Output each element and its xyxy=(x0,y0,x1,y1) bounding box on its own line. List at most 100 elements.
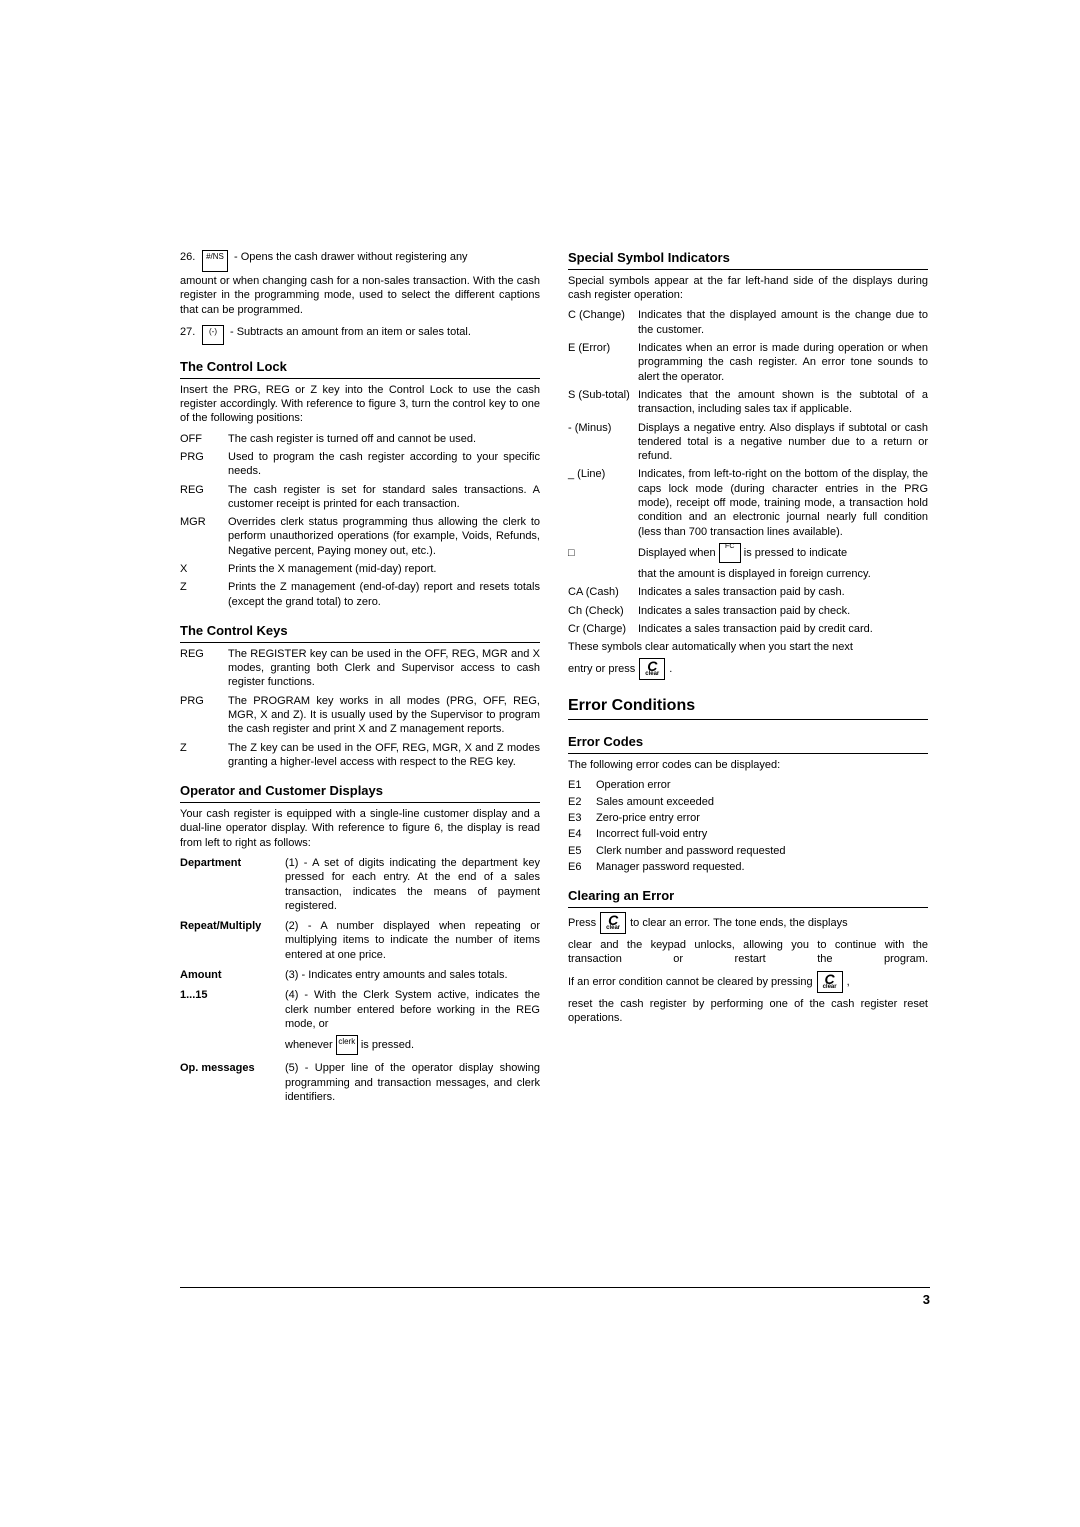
heading-clearing: Clearing an Error xyxy=(568,888,928,908)
key-fc: FC xyxy=(719,543,741,563)
heading-control-lock: The Control Lock xyxy=(180,359,540,379)
disp-term: Department xyxy=(180,856,285,913)
sym-term: E (Error) xyxy=(568,341,638,384)
sym-term: CA (Cash) xyxy=(568,585,638,599)
item-26-cont: amount or when changing cash for a non-s… xyxy=(180,274,540,317)
item-26: 26. #/NS - Opens the cash drawer without… xyxy=(180,250,540,272)
symbols-intro: Special symbols appear at the far left-h… xyxy=(568,274,928,303)
ckey-row: REGThe REGISTER key can be used in the O… xyxy=(180,647,540,690)
lock-term: MGR xyxy=(180,515,228,558)
heading-displays: Operator and Customer Displays xyxy=(180,783,540,803)
disp-row: Department(1) - A set of digits indicati… xyxy=(180,856,540,913)
key-c: Cclear xyxy=(639,658,665,680)
ckey-def: The Z key can be used in the OFF, REG, M… xyxy=(228,741,540,770)
sym-def: Displays a negative entry. Also displays… xyxy=(638,421,928,464)
ckey-term: REG xyxy=(180,647,228,690)
symbols-outro-2: entry or press Cclear . xyxy=(568,658,928,680)
disp-term: Repeat/Multiply xyxy=(180,919,285,962)
outro-mid: entry or press xyxy=(568,662,635,676)
item-26-lead: - Opens the cash drawer without register… xyxy=(234,250,540,264)
sym-def: Indicates when an error is made during o… xyxy=(638,341,928,384)
sym-term: Ch (Check) xyxy=(568,604,638,618)
sym-term: - (Minus) xyxy=(568,421,638,464)
errcode-row: E2Sales amount exceeded xyxy=(568,795,928,809)
errcode: E1 xyxy=(568,778,596,792)
displays-intro: Your cash register is equipped with a si… xyxy=(180,807,540,850)
errdef: Zero-price entry error xyxy=(596,811,700,825)
right-column: Special Symbol Indicators Special symbol… xyxy=(568,250,928,1110)
lock-def: Prints the Z management (end-of-day) rep… xyxy=(228,580,540,609)
lock-def: Overrides clerk status programming thus … xyxy=(228,515,540,558)
disp-row: Op. messages(5) - Upper line of the oper… xyxy=(180,1061,540,1104)
errcode: E6 xyxy=(568,860,596,874)
page-content: 26. #/NS - Opens the cash drawer without… xyxy=(180,250,930,1110)
lock-term: OFF xyxy=(180,432,228,446)
lock-row: OFFThe cash register is turned off and c… xyxy=(180,432,540,446)
sym-row: S (Sub-total)Indicates that the amount s… xyxy=(568,388,928,417)
errcode: E2 xyxy=(568,795,596,809)
p3-post: , xyxy=(847,975,850,989)
fc-line2: that the amount is displayed in foreign … xyxy=(638,567,928,581)
lock-term: PRG xyxy=(180,450,228,479)
outro-post: . xyxy=(669,662,672,676)
lock-def: Prints the X management (mid-day) report… xyxy=(228,562,540,576)
disp-def: (2) - A number displayed when repeating … xyxy=(285,919,540,962)
sym-row: Cr (Charge)Indicates a sales transaction… xyxy=(568,622,928,636)
disp-term: Op. messages xyxy=(180,1061,285,1104)
control-lock-intro: Insert the PRG, REG or Z key into the Co… xyxy=(180,383,540,426)
sym-term: C (Change) xyxy=(568,308,638,337)
errcode-row: E5Clerk number and password requested xyxy=(568,844,928,858)
fc-post: is pressed to indicate xyxy=(744,547,847,559)
sym-row: - (Minus)Displays a negative entry. Also… xyxy=(568,421,928,464)
item-number: 26. xyxy=(180,250,202,264)
p1-pre: Press xyxy=(568,916,596,930)
key-c: Cclear xyxy=(817,971,843,993)
ckey-row: PRGThe PROGRAM key works in all modes (P… xyxy=(180,694,540,737)
sym-row: C (Change)Indicates that the displayed a… xyxy=(568,308,928,337)
sym-row: _ (Line)Indicates, from left-to-right on… xyxy=(568,467,928,538)
clearing-p1: Press Cclear to clear an error. The tone… xyxy=(568,912,928,934)
sym-def: Indicates a sales transaction paid by ch… xyxy=(638,604,928,618)
key-minus: (-) xyxy=(202,325,224,345)
clearing-p4: reset the cash register by performing on… xyxy=(568,997,928,1026)
disp-def-text: (4) - With the Clerk System active, indi… xyxy=(285,989,540,1030)
disp-def: (1) - A set of digits indicating the dep… xyxy=(285,856,540,913)
disp-row: Repeat/Multiply(2) - A number displayed … xyxy=(180,919,540,962)
lock-row: MGROverrides clerk status programming th… xyxy=(180,515,540,558)
errdef: Manager password requested. xyxy=(596,860,745,874)
ckey-term: Z xyxy=(180,741,228,770)
sym-def: Indicates that the displayed amount is t… xyxy=(638,308,928,337)
disp-row: Amount(3) - Indicates entry amounts and … xyxy=(180,968,540,982)
key-ns: #/NS xyxy=(202,250,228,272)
p3-pre: If an error condition cannot be cleared … xyxy=(568,975,813,989)
disp-def: (5) - Upper line of the operator display… xyxy=(285,1061,540,1104)
page-number: 3 xyxy=(180,1287,930,1307)
error-codes-intro: The following error codes can be display… xyxy=(568,758,928,772)
heading-control-keys: The Control Keys xyxy=(180,623,540,643)
key-c: Cclear xyxy=(600,912,626,934)
disp-term: Amount xyxy=(180,968,285,982)
sym-def: Displayed when FC is pressed to indicate xyxy=(638,543,928,563)
disp-term: 1...15 xyxy=(180,988,285,1055)
sym-term: □ xyxy=(568,546,638,560)
clearing-p3: If an error condition cannot be cleared … xyxy=(568,971,928,993)
sym-def: Indicates a sales transaction paid by cr… xyxy=(638,622,928,636)
sym-term: Cr (Charge) xyxy=(568,622,638,636)
sym-row-fc2: that the amount is displayed in foreign … xyxy=(568,567,928,581)
errcode: E4 xyxy=(568,827,596,841)
tail-pre: whenever xyxy=(285,1039,333,1051)
lock-term: X xyxy=(180,562,228,576)
errdef: Operation error xyxy=(596,778,671,792)
errcode: E5 xyxy=(568,844,596,858)
errdef: Clerk number and password requested xyxy=(596,844,786,858)
lock-def: The cash register is turned off and cann… xyxy=(228,432,540,446)
heading-symbols: Special Symbol Indicators xyxy=(568,250,928,270)
sym-row: CA (Cash)Indicates a sales transaction p… xyxy=(568,585,928,599)
ckey-row: ZThe Z key can be used in the OFF, REG, … xyxy=(180,741,540,770)
errcode-row: E6Manager password requested. xyxy=(568,860,928,874)
disp-def: (4) - With the Clerk System active, indi… xyxy=(285,988,540,1055)
errdef: Sales amount exceeded xyxy=(596,795,714,809)
sym-def: Indicates, from left-to-right on the bot… xyxy=(638,467,928,538)
ckey-term: PRG xyxy=(180,694,228,737)
sym-row: E (Error)Indicates when an error is made… xyxy=(568,341,928,384)
